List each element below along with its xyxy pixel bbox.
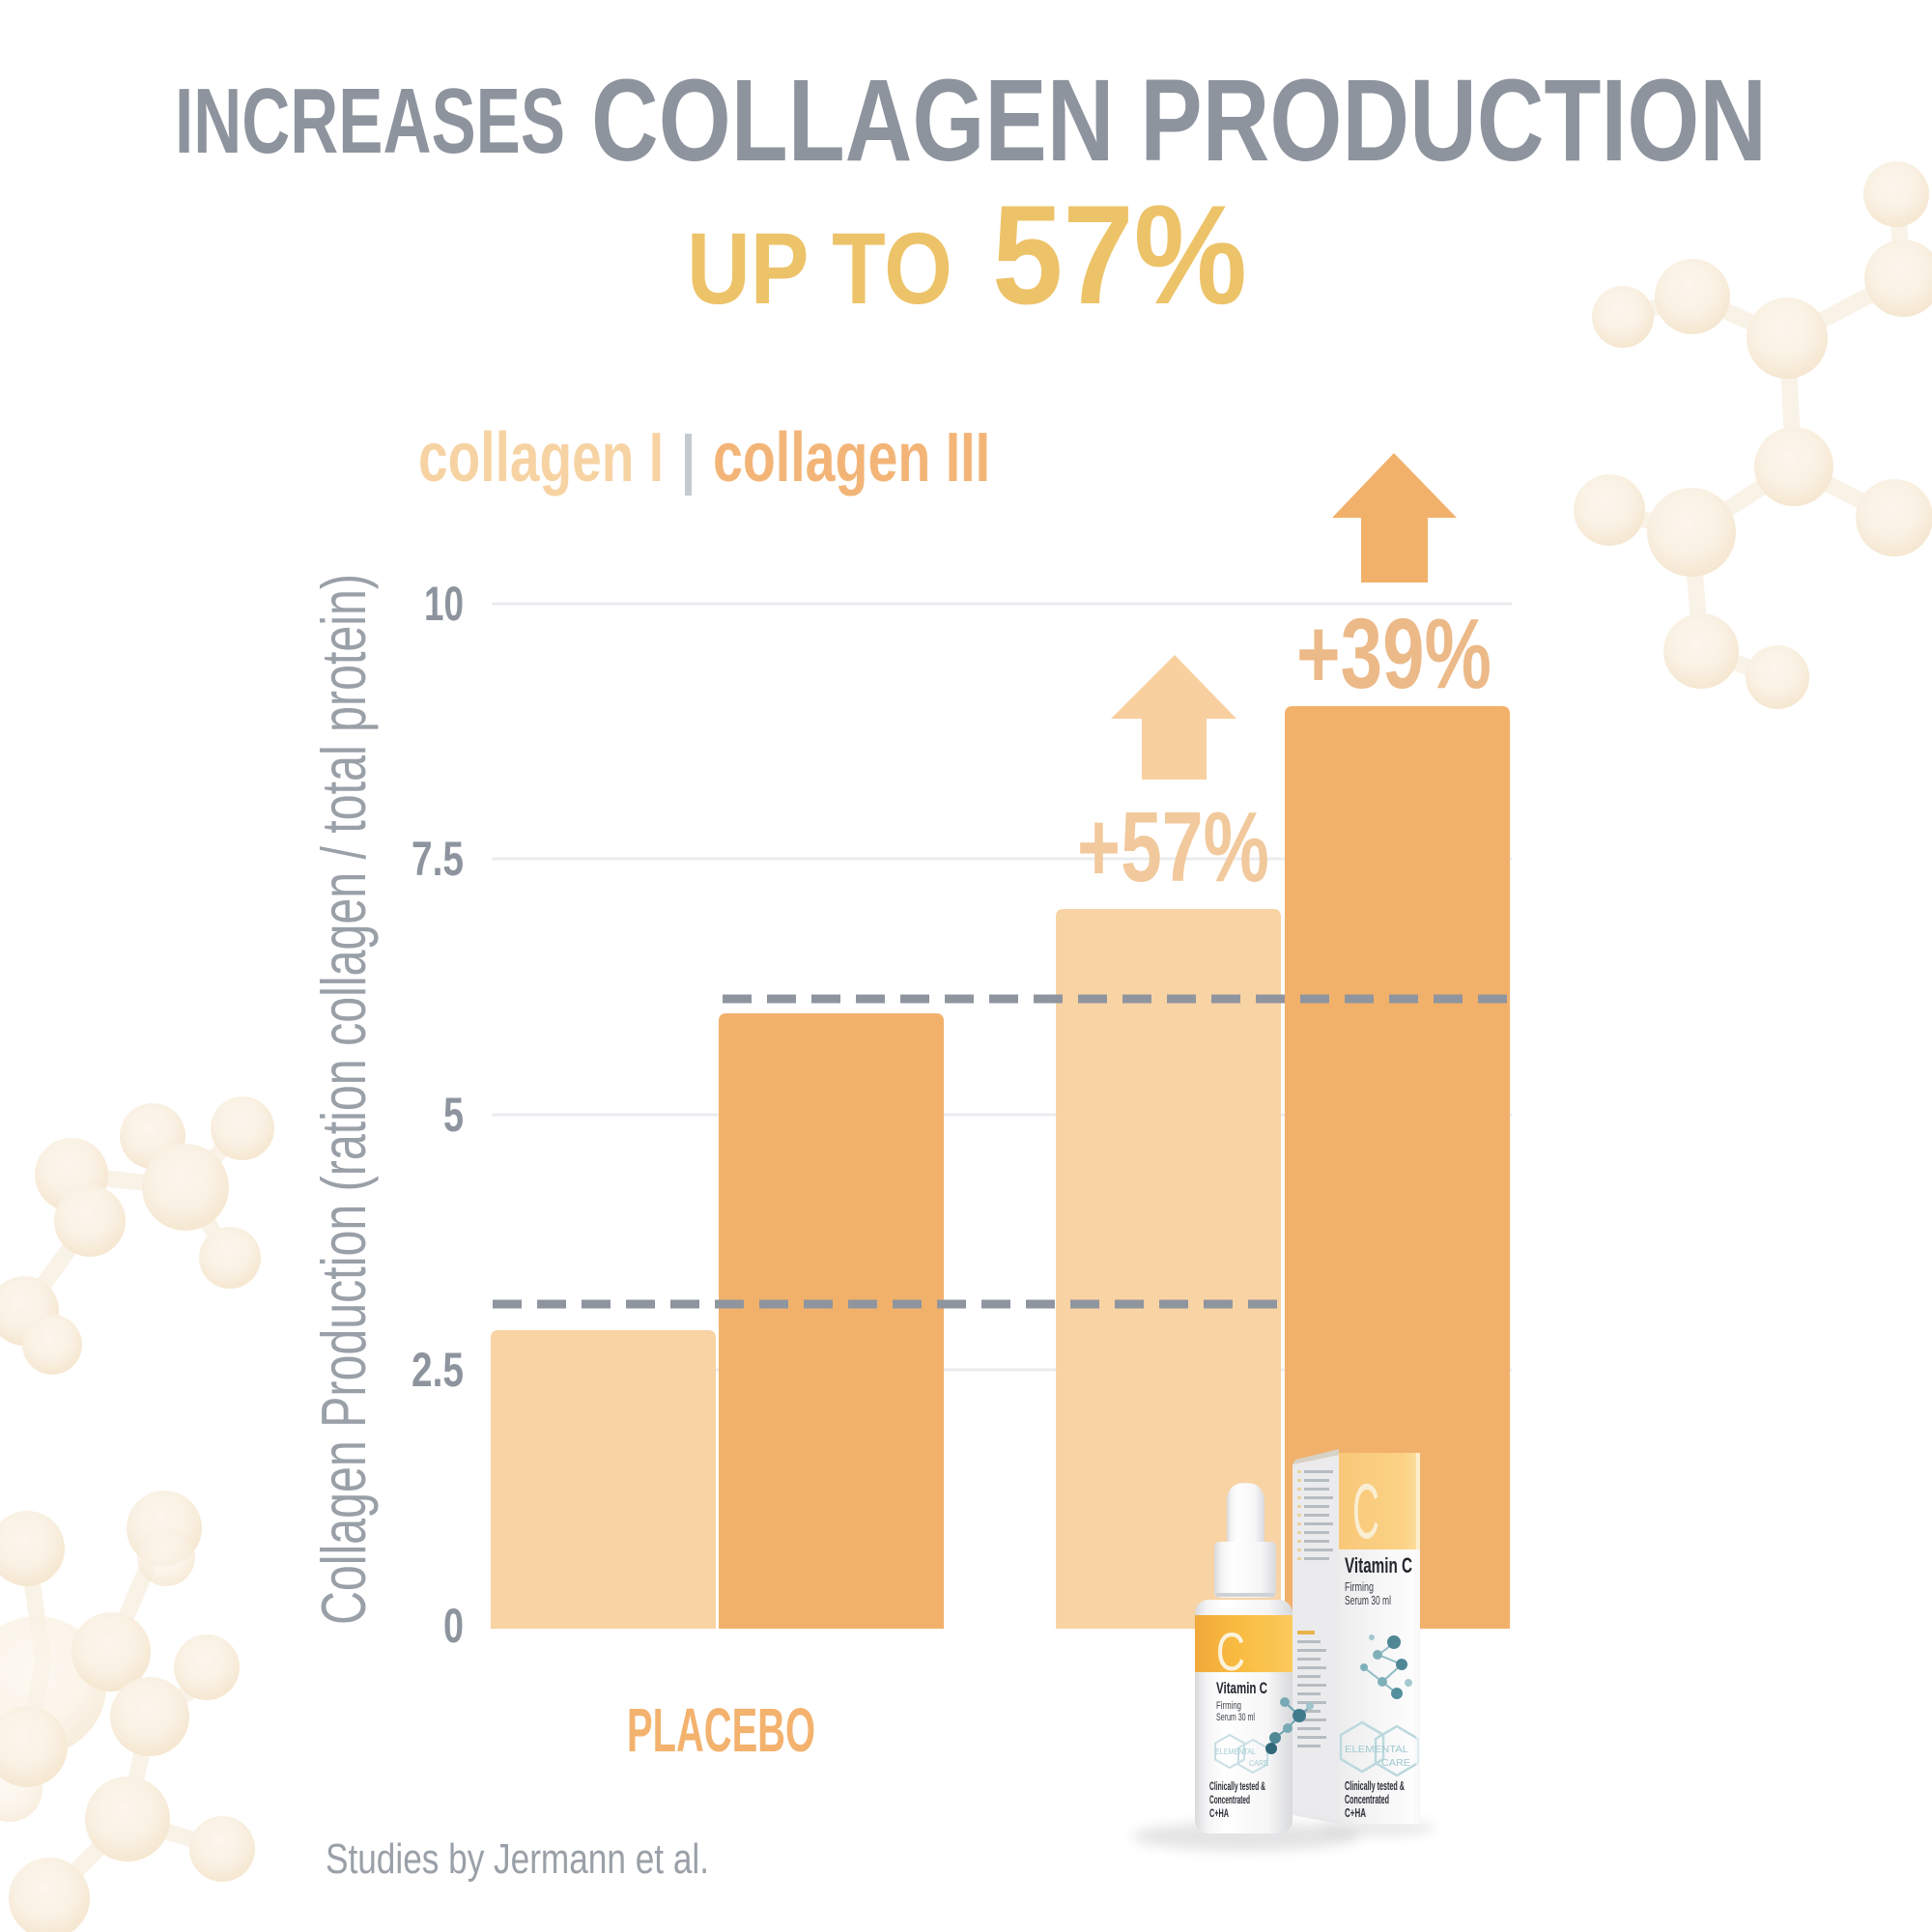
svg-text:UP TO: UP TO (687, 213, 952, 326)
svg-text:C: C (1216, 1621, 1245, 1682)
svg-text:Serum 30 ml: Serum 30 ml (1216, 1712, 1255, 1723)
svg-text:PLACEBO: PLACEBO (627, 1695, 815, 1765)
svg-text:collagen I: collagen I (418, 419, 664, 497)
svg-text:C: C (1352, 1468, 1379, 1555)
svg-text:Serum 30 ml: Serum 30 ml (1345, 1593, 1391, 1607)
svg-text:collagen III: collagen III (713, 419, 990, 497)
svg-text:Vitamin C: Vitamin C (1345, 1553, 1412, 1577)
svg-text:Clinically tested &: Clinically tested & (1345, 1778, 1405, 1793)
svg-text:INCREASES: INCREASES (175, 70, 565, 173)
svg-text:CARE: CARE (1381, 1758, 1410, 1769)
svg-text:0: 0 (443, 1599, 464, 1653)
svg-text:Collagen Production (ration co: Collagen Production (ration collagen / t… (308, 574, 379, 1625)
svg-text:CARE: CARE (1249, 1759, 1268, 1768)
svg-text:Concentrated: Concentrated (1345, 1792, 1389, 1806)
svg-text:C+HA: C+HA (1345, 1805, 1366, 1820)
svg-text:Concentrated: Concentrated (1209, 1793, 1250, 1806)
svg-text:10: 10 (424, 577, 464, 631)
svg-text:ELEMENTAL: ELEMENTAL (1215, 1747, 1256, 1756)
svg-text:Firming: Firming (1345, 1579, 1374, 1594)
svg-text:ELEMENTAL: ELEMENTAL (1345, 1745, 1408, 1755)
svg-text:5: 5 (443, 1088, 464, 1142)
svg-text:Vitamin C: Vitamin C (1216, 1679, 1267, 1697)
svg-text:57%: 57% (992, 176, 1247, 333)
svg-text:Studies by Jermann et al.: Studies by Jermann et al. (326, 1835, 709, 1883)
svg-text:+57%: +57% (1077, 791, 1269, 902)
svg-text:COLLAGEN PRODUCTION: COLLAGEN PRODUCTION (591, 54, 1767, 185)
svg-text:2.5: 2.5 (412, 1343, 464, 1397)
svg-text:Clinically tested &: Clinically tested & (1209, 1779, 1265, 1793)
svg-text:C+HA: C+HA (1209, 1806, 1229, 1820)
svg-text:Firming: Firming (1216, 1700, 1241, 1712)
svg-text:+39%: +39% (1296, 598, 1492, 709)
svg-text:7.5: 7.5 (412, 832, 464, 886)
